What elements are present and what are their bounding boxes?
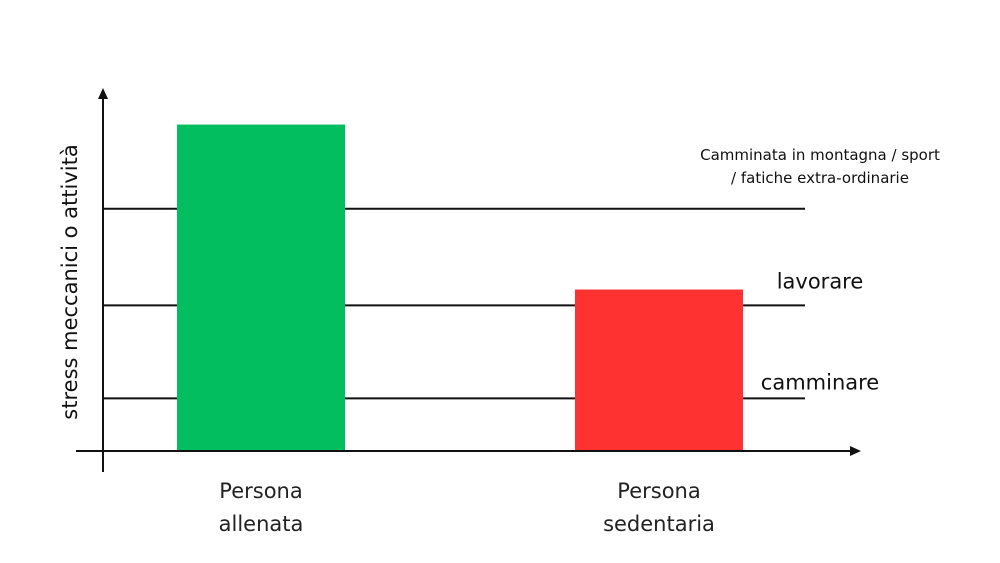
reference-line-label: camminare — [761, 370, 879, 394]
x-tick-label: sedentaria — [603, 512, 715, 536]
x-tick-label: allenata — [219, 512, 304, 536]
reference-line-label: Camminata in montagna / sport — [700, 146, 940, 164]
y-axis-arrow-icon — [98, 88, 108, 99]
x-tick-label: Persona — [617, 479, 700, 503]
y-axis-label: stress meccanici o attività — [58, 144, 82, 419]
reference-line-labels: camminare lavorare Camminata in montagna /… — [700, 146, 940, 395]
x-tick-label: Persona — [219, 479, 302, 503]
axes — [76, 88, 861, 472]
reference-line-label: / fatiche extra-ordinarie — [731, 169, 909, 187]
reference-line-label: lavorare — [777, 269, 864, 293]
bar-2 — [575, 289, 743, 451]
bars — [177, 124, 743, 451]
category-labels: Persona allenata Persona sedentaria — [219, 479, 715, 536]
x-axis-arrow-icon — [850, 446, 861, 456]
bar-1 — [177, 124, 345, 451]
